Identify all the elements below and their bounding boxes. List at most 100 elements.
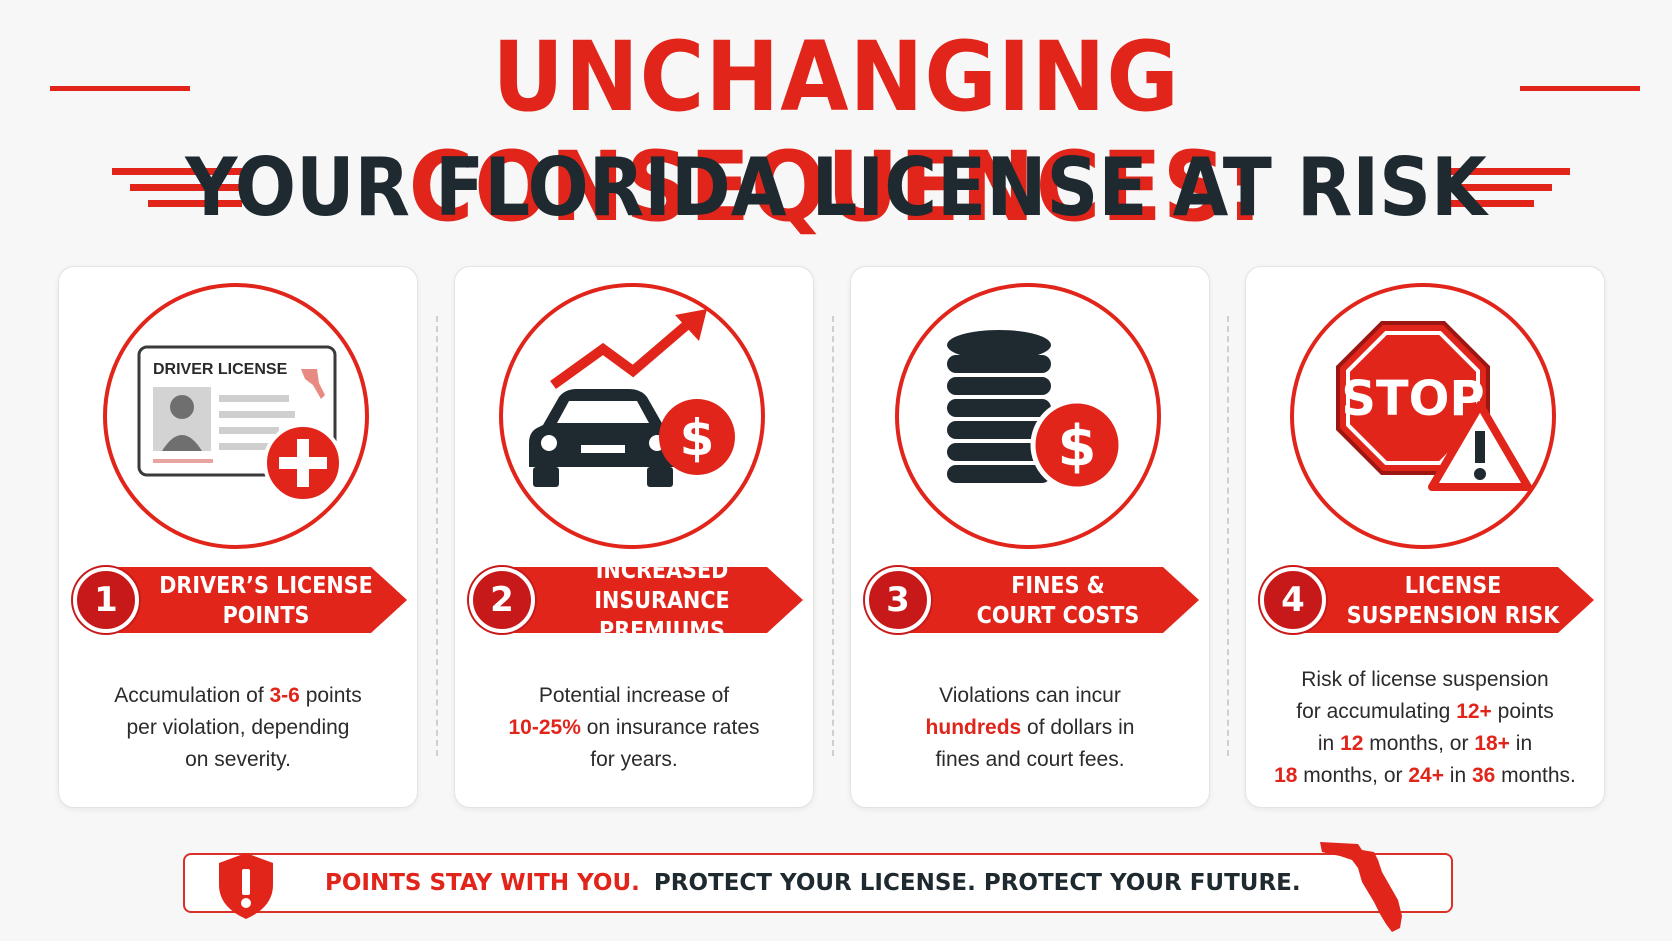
card-title-line: INSURANCE PREMIUMS — [594, 588, 730, 644]
description-text: points — [1491, 700, 1554, 723]
card-title-line: COURT COSTS — [976, 603, 1140, 629]
card-banner: 4 LICENSE SUSPENSION RISK — [1258, 561, 1598, 639]
description-text: fines and court fees. — [935, 748, 1125, 771]
description-line: in 12 months, or 18+ in — [1266, 728, 1584, 760]
page-subtitle: YOUR FLORIDA LICENSE AT RISK — [185, 141, 1487, 234]
page-title: UNCHANGING CONSEQUENCES: — [408, 21, 1264, 243]
card-suspension-risk: STOP 4 LICENSE SUSPENSION RISK Risk of l… — [1245, 266, 1605, 808]
card-description: Violations can incur hundreds of dollars … — [871, 663, 1189, 793]
card-description: Accumulation of 3-6 points per violation,… — [79, 663, 397, 793]
license-card-text: DRIVER LICENSE — [153, 361, 288, 378]
title-line1-wrap: UNCHANGING CONSEQUENCES: — [0, 22, 1672, 242]
description-text: in — [1443, 764, 1472, 787]
description-line: 10-25% on insurance rates — [475, 712, 793, 744]
card-banner: 3 FINES & COURT COSTS — [863, 561, 1203, 639]
icon-circle: STOP — [1290, 283, 1556, 549]
footer-red-text: POINTS STAY WITH YOU. — [325, 870, 640, 896]
card-license-points: DRIVER LICENSE 1 DRIVER’S LICENSE POINTS… — [58, 266, 418, 808]
card-description: Risk of license suspension for accumulati… — [1266, 663, 1584, 793]
title-stripes-right — [1440, 168, 1570, 216]
description-text: on severity. — [185, 748, 291, 771]
subtitle-wrap: YOUR FLORIDA LICENSE AT RISK — [0, 138, 1672, 238]
card-insurance-premiums: $ 2 INCREASED INSURANCE PREMIUMS Potenti… — [454, 266, 814, 808]
description-line: for years. — [475, 744, 793, 776]
highlight-value: 24+ — [1408, 764, 1444, 787]
card-number: 1 — [73, 567, 139, 633]
card-divider — [832, 316, 834, 756]
card-title-line: SUSPENSION RISK — [1346, 603, 1560, 629]
shield-alert-icon — [219, 853, 273, 919]
card-title-line: FINES & — [1011, 573, 1105, 599]
description-line: for accumulating 12+ points — [1266, 696, 1584, 728]
description-text: in — [1509, 732, 1533, 755]
description-line: per violation, depending — [79, 712, 397, 744]
description-text: Accumulation of — [114, 684, 270, 707]
car-rising-dollar-icon: $ — [529, 309, 735, 487]
driver-license-plus-icon: DRIVER LICENSE — [137, 345, 343, 503]
description-text: Risk of license suspension — [1301, 668, 1549, 691]
title-rule-right — [1520, 86, 1640, 91]
card-banner: 2 INCREASED INSURANCE PREMIUMS — [467, 558, 807, 644]
footer-message: POINTS STAY WITH YOU. PROTECT YOUR LICENS… — [325, 855, 1301, 911]
card-title-line: POINTS — [222, 603, 310, 629]
florida-map-icon — [1320, 842, 1402, 932]
coins-dollar-icon: $ — [947, 330, 1124, 492]
description-line: on severity. — [79, 744, 397, 776]
card-title: LICENSE SUSPENSION RISK — [1341, 569, 1566, 633]
description-text: months, or — [1363, 732, 1475, 755]
card-banner: 1 DRIVER’S LICENSE POINTS — [71, 561, 411, 639]
card-title: FINES & COURT COSTS — [946, 569, 1171, 633]
highlight-value: 18 — [1274, 764, 1298, 787]
card-title-line: DRIVER’S LICENSE — [159, 573, 373, 599]
description-text: months, or — [1297, 764, 1409, 787]
icon-circle: $ — [499, 283, 765, 549]
description-text: in — [1317, 732, 1341, 755]
description-text: of dollars in — [1021, 716, 1135, 739]
stop-sign-warning-icon: STOP — [1336, 321, 1532, 491]
card-title-line: LICENSE — [1404, 573, 1502, 599]
description-text: for years. — [590, 748, 678, 771]
description-line: 18 months, or 24+ in 36 months. — [1266, 760, 1584, 792]
card-number: 3 — [865, 567, 931, 633]
highlight-value: 18+ — [1474, 732, 1510, 755]
svg-text:$: $ — [1058, 414, 1097, 479]
description-text: on insurance rates — [580, 716, 760, 739]
footer-dark-text: PROTECT YOUR LICENSE. PROTECT YOUR FUTUR… — [653, 870, 1301, 896]
card-divider — [436, 316, 438, 756]
description-line: Risk of license suspension — [1266, 664, 1584, 696]
svg-text:$: $ — [680, 409, 715, 467]
icon-circle: DRIVER LICENSE — [103, 283, 369, 549]
stop-sign-text: STOP — [1341, 371, 1484, 427]
card-title-line: INCREASED — [595, 558, 729, 584]
icon-circle: $ — [895, 283, 1161, 549]
description-text: points — [299, 684, 362, 707]
description-text: Potential increase of — [538, 684, 730, 707]
card-title: DRIVER’S LICENSE POINTS — [154, 569, 379, 633]
title-stripes-left — [112, 168, 242, 216]
description-line: hundreds of dollars in — [871, 712, 1189, 744]
banner-arrow-shape — [105, 567, 407, 633]
description-text: for accumulating — [1296, 700, 1457, 723]
card-number: 4 — [1260, 567, 1326, 633]
card-description: Potential increase of 10-25% on insurance… — [475, 663, 793, 793]
banner-arrow-shape — [1292, 567, 1594, 633]
footer-banner: POINTS STAY WITH YOU. PROTECT YOUR LICENS… — [183, 853, 1453, 919]
highlight-value: 12 — [1340, 732, 1364, 755]
title-rule-left — [50, 86, 190, 91]
description-line: Accumulation of 3-6 points — [79, 680, 397, 712]
card-fines-court-costs: $ 3 FINES & COURT COSTS Violations can i… — [850, 266, 1210, 808]
description-line: fines and court fees. — [871, 744, 1189, 776]
highlight-value: 10-25% — [508, 716, 581, 739]
banner-arrow-shape — [897, 567, 1199, 633]
highlight-value: 3-6 — [269, 684, 300, 707]
card-title: INCREASED INSURANCE PREMIUMS — [550, 558, 775, 644]
description-line: Violations can incur — [871, 680, 1189, 712]
banner-arrow-shape — [501, 567, 803, 633]
card-number: 2 — [469, 567, 535, 633]
description-line: Potential increase of — [475, 680, 793, 712]
description-text: months. — [1495, 764, 1576, 787]
highlight-value: 12+ — [1456, 700, 1492, 723]
highlight-value: hundreds — [925, 716, 1022, 739]
description-text: per violation, depending — [126, 716, 350, 739]
card-divider — [1227, 316, 1229, 756]
